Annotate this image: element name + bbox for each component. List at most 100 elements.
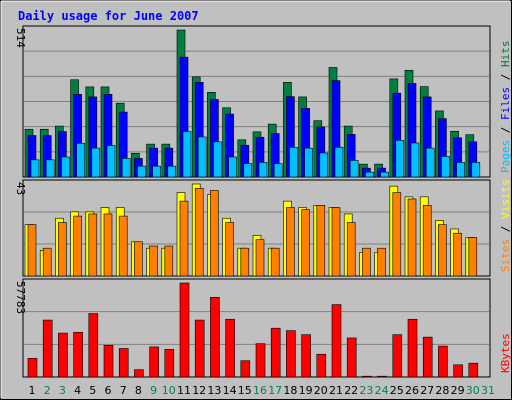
bar-sites-day-20	[316, 205, 326, 277]
bar-pages-day-19	[304, 147, 313, 178]
bar-pages-day-26	[410, 142, 420, 178]
x-tick-day-9: 9	[150, 384, 157, 397]
bar-kbytes-day-15	[240, 360, 251, 378]
bar-sites-day-26	[407, 198, 417, 277]
bar-pages-day-13	[213, 141, 222, 178]
x-tick-day-2: 2	[44, 384, 51, 397]
x-tick-day-26: 26	[405, 384, 419, 397]
x-tick-day-29: 29	[451, 384, 465, 397]
series-label-bottom: KBytes	[499, 333, 512, 373]
bar-kbytes-day-22	[346, 337, 357, 378]
bar-pages-day-16	[258, 162, 268, 178]
bar-sites-day-14	[225, 222, 234, 277]
bar-kbytes-day-30	[468, 362, 479, 378]
bar-kbytes-day-3	[58, 332, 68, 378]
bar-sites-day-19	[301, 209, 310, 277]
bar-sites-day-2	[42, 247, 52, 277]
bar-pages-day-30	[471, 162, 481, 178]
bar-pages-day-23	[365, 171, 374, 178]
bar-kbytes-day-25	[392, 334, 403, 378]
x-tick-day-31: 31	[481, 384, 495, 397]
x-tick-day-30: 30	[466, 384, 480, 397]
bar-pages-day-18	[289, 146, 298, 178]
x-tick-day-27: 27	[420, 384, 434, 397]
bar-kbytes-day-10	[164, 349, 175, 378]
x-tick-day-22: 22	[344, 384, 358, 397]
x-tick-day-7: 7	[120, 384, 127, 397]
x-tick-day-15: 15	[238, 384, 252, 397]
x-tick-day-21: 21	[329, 384, 343, 397]
bar-kbytes-day-4	[73, 331, 83, 378]
x-tick-day-4: 4	[74, 384, 81, 397]
panel-middle: 43 Sites / Visits	[14, 179, 512, 277]
bar-pages-day-21	[334, 146, 344, 178]
x-tick-day-5: 5	[89, 384, 96, 397]
bar-sites-day-1	[27, 224, 37, 277]
bar-pages-day-29	[456, 162, 465, 178]
y-max-label-top: 514	[14, 28, 27, 48]
bar-pages-day-15	[243, 163, 253, 178]
series-label-top: Pages / Files / Hits	[499, 41, 512, 174]
x-tick-day-8: 8	[135, 384, 142, 397]
bar-sites-day-28	[438, 224, 447, 277]
bar-kbytes-day-2	[42, 319, 53, 378]
x-tick-day-16: 16	[253, 384, 267, 397]
bar-kbytes-day-27	[422, 336, 433, 378]
bar-kbytes-day-11	[179, 282, 190, 378]
x-tick-day-18: 18	[283, 384, 297, 397]
bar-kbytes-day-5	[88, 313, 99, 378]
bar-pages-day-12	[197, 136, 207, 178]
bar-sites-day-12	[194, 187, 204, 277]
bar-sites-day-8	[134, 241, 143, 277]
bar-sites-day-11	[179, 200, 189, 277]
bar-kbytes-day-7	[118, 348, 129, 378]
x-tick-day-14: 14	[223, 384, 237, 397]
bar-kbytes-day-14	[225, 318, 235, 378]
bar-kbytes-day-23	[362, 375, 372, 378]
bar-pages-day-4	[76, 142, 85, 178]
x-tick-day-1: 1	[29, 384, 36, 397]
bar-kbytes-day-9	[149, 346, 159, 378]
bar-pages-day-9	[152, 165, 161, 178]
bar-kbytes-day-12	[194, 319, 205, 378]
bar-kbytes-day-20	[316, 353, 327, 378]
bar-pages-day-8	[137, 165, 146, 178]
bar-kbytes-day-26	[407, 318, 418, 378]
bar-pages-day-28	[441, 156, 450, 178]
bar-kbytes-day-8	[134, 369, 144, 378]
bar-pages-day-10	[167, 165, 177, 178]
x-axis-day-labels: 1 2 3 4 5 6 7 8 9 10 11 12 13 14 15 16 17 18 19 20 21 22 23 24 2…	[29, 384, 496, 397]
bar-sites-day-13	[210, 190, 219, 277]
bar-sites-day-27	[422, 205, 432, 277]
bar-sites-day-4	[73, 215, 82, 277]
bar-sites-day-17	[270, 247, 280, 277]
bar-kbytes-day-21	[331, 304, 342, 378]
bar-sites-day-24	[377, 247, 386, 277]
x-tick-day-23: 23	[359, 384, 373, 397]
x-tick-day-10: 10	[162, 384, 176, 397]
bar-sites-day-6	[103, 213, 113, 277]
x-tick-day-11: 11	[177, 384, 191, 397]
bar-kbytes-day-18	[286, 330, 296, 378]
x-tick-day-6: 6	[105, 384, 112, 397]
bar-sites-day-22	[346, 222, 356, 277]
bar-kbytes-day-16	[255, 343, 266, 378]
bar-pages-day-25	[395, 140, 405, 178]
x-tick-day-20: 20	[314, 384, 328, 397]
bar-sites-day-7	[118, 215, 128, 277]
bar-kbytes-day-1	[27, 357, 38, 378]
series-label-middle: Sites / Visits	[499, 179, 512, 272]
bar-sites-day-29	[453, 232, 462, 277]
bar-sites-day-18	[286, 207, 295, 277]
bar-pages-day-11	[182, 131, 192, 178]
bar-sites-day-30	[468, 237, 478, 277]
panel-bottom: 57783 KBytes	[14, 278, 512, 378]
bar-pages-day-20	[319, 152, 329, 178]
bar-kbytes-day-17	[270, 327, 281, 378]
bar-kbytes-day-13	[210, 296, 220, 378]
panel-top: 514 Pages / Files / Hits	[14, 25, 512, 178]
y-max-label-middle: 43	[14, 182, 27, 195]
bar-pages-day-27	[425, 147, 435, 178]
bar-sites-day-10	[164, 245, 174, 277]
